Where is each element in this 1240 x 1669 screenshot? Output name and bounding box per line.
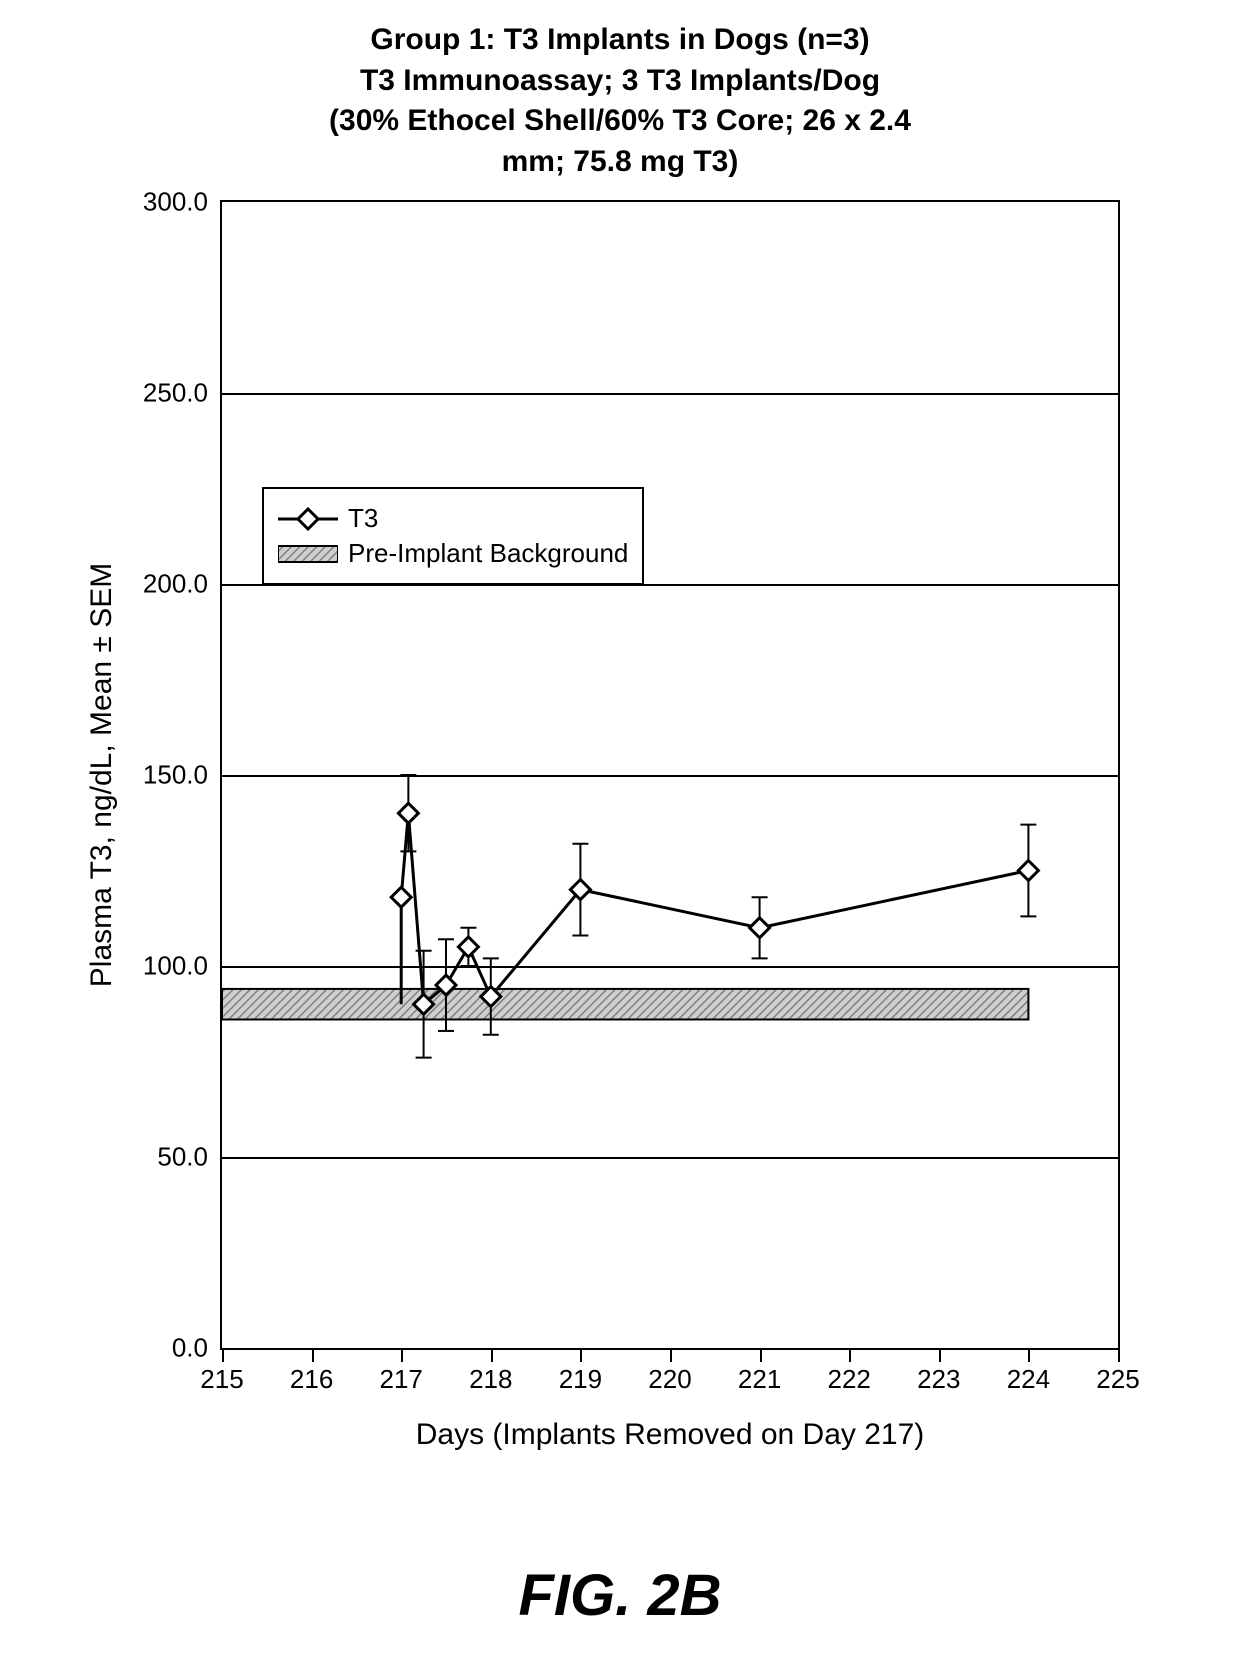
x-tick (760, 1348, 762, 1362)
y-tick-label: 300.0 (143, 187, 208, 218)
x-tick-label: 220 (648, 1364, 691, 1395)
series-t3-marker (391, 887, 411, 907)
gridline (222, 584, 1118, 586)
gridline (222, 966, 1118, 968)
legend-swatch-line-diamond-icon (278, 507, 338, 531)
x-tick-label: 224 (1007, 1364, 1050, 1395)
x-tick (580, 1348, 582, 1362)
legend-label: T3 (348, 503, 378, 534)
chart-title-line2: T3 Immunoassay; 3 T3 Implants/Dog (310, 61, 930, 102)
y-tick-label: 100.0 (143, 951, 208, 982)
x-tick (401, 1348, 403, 1362)
legend-swatch-band-icon (278, 542, 338, 566)
gridline (222, 1157, 1118, 1159)
x-tick-label: 221 (738, 1364, 781, 1395)
x-tick-label: 216 (290, 1364, 333, 1395)
x-tick (1118, 1348, 1120, 1362)
x-tick-label: 218 (469, 1364, 512, 1395)
x-tick (939, 1348, 941, 1362)
gridline (222, 393, 1118, 395)
chart-title-line3: (30% Ethocel Shell/60% T3 Core; 26 x 2.4… (310, 101, 930, 182)
x-tick-label: 215 (200, 1364, 243, 1395)
legend-item-bg: Pre-Implant Background (278, 538, 628, 569)
x-axis-label: Days (Implants Removed on Day 217) (416, 1418, 925, 1452)
x-tick (312, 1348, 314, 1362)
x-tick-label: 222 (827, 1364, 870, 1395)
series-t3-marker (750, 918, 770, 938)
y-tick-label: 250.0 (143, 378, 208, 409)
y-tick-label: 200.0 (143, 569, 208, 600)
chart-title: Group 1: T3 Implants in Dogs (n=3) T3 Im… (310, 20, 930, 182)
y-tick-label: 0.0 (172, 1333, 208, 1364)
figure-label: FIG. 2B (518, 1562, 721, 1629)
chart-title-line1: Group 1: T3 Implants in Dogs (n=3) (310, 20, 930, 61)
x-tick-label: 223 (917, 1364, 960, 1395)
legend: T3 Pre-Implant Background (262, 487, 644, 585)
series-t3-marker (398, 803, 418, 823)
x-tick (849, 1348, 851, 1362)
pre-implant-background-band (222, 989, 1028, 1020)
y-axis-label: Plasma T3, ng/dL, Mean ± SEM (85, 563, 119, 987)
legend-label: Pre-Implant Background (348, 538, 628, 569)
chart-area: Plasma T3, ng/dL, Mean ± SEM Days (Impla… (220, 200, 1120, 1350)
legend-item-t3: T3 (278, 503, 628, 534)
x-tick (491, 1348, 493, 1362)
series-t3-marker (458, 937, 478, 957)
y-tick-label: 50.0 (157, 1142, 208, 1173)
series-t3-marker (1018, 861, 1038, 881)
x-tick-label: 219 (559, 1364, 602, 1395)
y-tick-label: 150.0 (143, 760, 208, 791)
x-tick (1028, 1348, 1030, 1362)
x-tick-label: 225 (1096, 1364, 1139, 1395)
x-tick (670, 1348, 672, 1362)
x-tick (222, 1348, 224, 1362)
x-tick-label: 217 (379, 1364, 422, 1395)
series-t3-line (401, 813, 1028, 1004)
gridline (222, 775, 1118, 777)
